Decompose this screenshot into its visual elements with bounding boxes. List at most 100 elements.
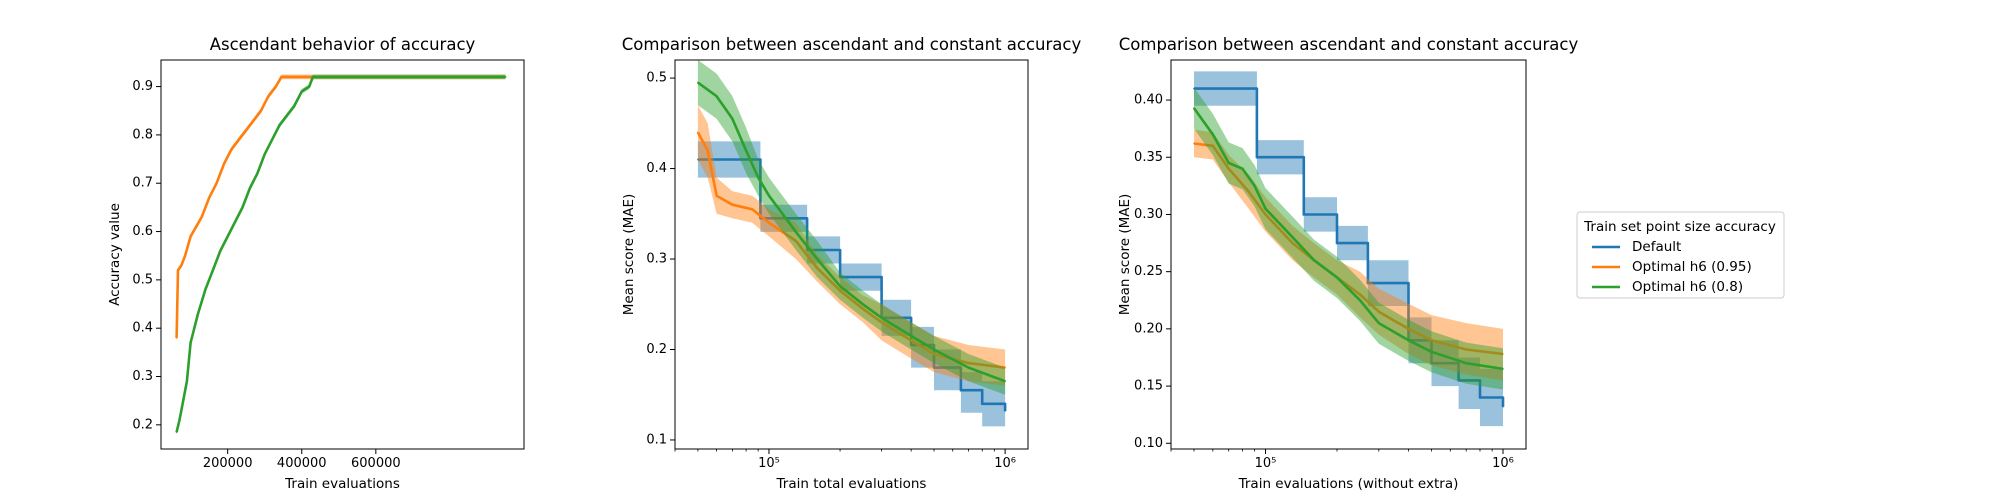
data-point-h95 [245, 129, 247, 131]
y-tick-label: 0.25 [1134, 264, 1163, 279]
data-point-default [960, 389, 962, 392]
y-axis-label: Mean score (MAE) [621, 194, 637, 316]
chart-title: Comparison between ascendant and constan… [1119, 35, 1579, 54]
series-line-h95 [175, 75, 506, 338]
data-point-h95 [1378, 310, 1380, 313]
series-band-default [697, 141, 1006, 436]
data-point-h80 [175, 431, 178, 433]
data-point-h80 [226, 235, 229, 238]
y-tick-label: 0.6 [132, 224, 153, 239]
y-tick-label: 0.40 [1134, 93, 1163, 108]
y-tick-label: 0.3 [646, 252, 667, 267]
y-tick-label: 0.30 [1134, 207, 1163, 222]
y-tick-label: 0.4 [132, 321, 153, 336]
data-point-h80 [1430, 351, 1433, 353]
data-point-h80 [178, 419, 181, 421]
data-point-default [1367, 282, 1369, 284]
y-tick-label: 0.4 [646, 161, 667, 176]
data-point-h80 [278, 124, 281, 126]
data-point-h95 [230, 148, 233, 151]
data-point-h80 [293, 105, 296, 107]
legend-frame [1576, 211, 1785, 299]
data-point-default [981, 403, 983, 405]
x-tick-label: 10⁶ [994, 456, 1016, 471]
series-band-h80 [697, 60, 1006, 395]
data-point-h95 [697, 131, 699, 134]
y-tick-label: 0.8 [132, 127, 153, 142]
data-point-h95 [1247, 190, 1250, 193]
data-point-h95 [839, 289, 841, 292]
data-point-h95 [706, 149, 709, 152]
x-axis-label: Train evaluations [284, 476, 400, 492]
subplot-evaluations-without-extra: 10⁵ 10⁶ 0.10 0.15 0.20 0.25 0.30 0.35 0.40 Compa… [1117, 35, 1578, 492]
axes-frame [160, 59, 525, 450]
data-point-h80 [1227, 162, 1230, 164]
data-point-default [1303, 213, 1305, 216]
data-point-default [1430, 362, 1433, 365]
data-point-h95 [177, 269, 179, 272]
y-tick-label: 0.1 [646, 432, 667, 447]
data-point-h95 [184, 254, 186, 257]
data-point-h95 [715, 194, 718, 197]
data-point-h80 [768, 194, 770, 197]
series-line-default [697, 158, 1007, 411]
data-point-h95 [286, 76, 288, 78]
data-point-default [839, 276, 841, 278]
data-point-h80 [312, 76, 314, 78]
data-point-h80 [182, 399, 184, 402]
subplot-total-evaluations: 10⁵ 10⁶ 0.1 0.2 0.3 0.4 0.5 Comparison between… [621, 35, 1081, 492]
data-point-default [910, 344, 912, 346]
data-point-h95 [751, 208, 754, 211]
data-point-h95 [260, 109, 262, 112]
y-tick-label: 0.5 [132, 272, 153, 287]
series-band-h80 [1194, 87, 1503, 390]
data-point-h95 [252, 119, 255, 122]
data-point-h95 [1193, 142, 1195, 145]
chart-title: Comparison between ascendant and constan… [622, 35, 1082, 54]
data-point-h80 [839, 285, 841, 288]
data-point-h80 [1291, 236, 1294, 239]
data-point-h95 [880, 321, 883, 324]
data-point-h95 [967, 362, 970, 364]
data-point-h80 [256, 172, 259, 175]
data-point-default [933, 366, 935, 369]
data-point-h95 [1359, 293, 1361, 296]
x-tick-label: 10⁶ [1492, 456, 1514, 471]
data-point-h80 [862, 303, 864, 306]
series-line-default [1194, 87, 1505, 407]
data-point-default [697, 158, 699, 161]
data-point-h95 [862, 308, 864, 310]
data-point-h80 [1264, 207, 1267, 210]
data-point-h80 [1193, 107, 1195, 109]
data-point-h80 [795, 231, 797, 233]
data-point-h95 [275, 85, 277, 88]
data-point-h95 [195, 225, 197, 228]
legend-label: Default [1632, 239, 1681, 255]
data-point-h95 [200, 216, 203, 218]
data-point-h95 [1502, 353, 1504, 355]
data-point-h80 [697, 81, 699, 84]
data-point-h95 [816, 267, 818, 269]
data-point-h80 [1241, 167, 1244, 170]
y-axis-label: Accuracy value [107, 203, 123, 306]
legend-entry-default: Default [1592, 239, 1681, 255]
data-point-h80 [197, 312, 199, 315]
x-axis-label: Train total evaluations [776, 476, 927, 492]
series-band-h95 [697, 105, 1006, 386]
data-point-h80 [757, 176, 759, 179]
chart-title: Ascendant behavior of accuracy [210, 35, 476, 54]
data-point-h80 [504, 76, 507, 78]
data-point-h80 [219, 250, 222, 252]
data-point-h80 [731, 118, 734, 120]
x-tick-label: 10⁵ [758, 456, 780, 471]
data-point-h80 [204, 288, 207, 291]
data-point-h80 [1336, 276, 1338, 279]
data-point-h80 [1004, 380, 1006, 383]
y-tick-label: 0.2 [646, 342, 667, 357]
data-point-h80 [1313, 259, 1315, 262]
subplot-accuracy: 200000 400000 600000 0.2 0.3 0.4 0.5 0.6 0.7 0.8 0… [107, 35, 525, 492]
y-tick-label: 0.20 [1134, 321, 1163, 336]
data-point-h80 [186, 380, 188, 383]
data-point-h95 [1291, 242, 1294, 244]
data-point-h95 [215, 182, 218, 184]
